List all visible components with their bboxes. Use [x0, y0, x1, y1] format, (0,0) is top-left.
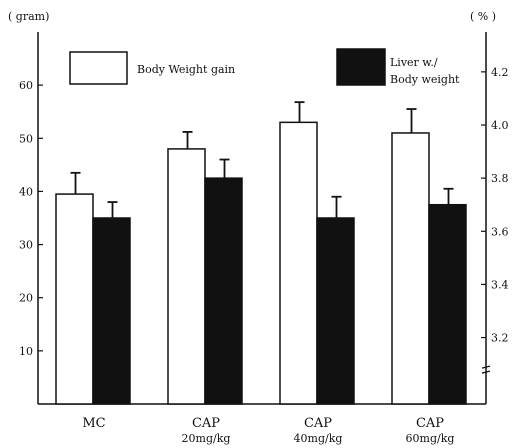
left-tick-label: 60: [19, 79, 33, 92]
left-tick-label: 10: [19, 345, 33, 358]
bar: [167, 148, 206, 405]
right-tick-label: 3.2: [491, 332, 509, 345]
category-sublabel: 40mg/kg: [294, 432, 343, 445]
bar: [55, 193, 94, 405]
category-sublabel: 60mg/kg: [406, 432, 455, 445]
left-tick-label: 40: [19, 185, 33, 198]
bar: [92, 217, 131, 405]
legend: Body Weight gain Liver w./ Body weight: [69, 48, 460, 86]
legend-swatch: [336, 48, 386, 86]
category-label: CAP: [192, 416, 220, 431]
bar: [204, 177, 243, 405]
right-tick-label: 3.8: [491, 172, 509, 185]
legend-label: Body weight: [390, 73, 460, 86]
bar: [428, 203, 467, 405]
category-label: CAP: [304, 416, 332, 431]
axis-break-mark: [481, 370, 491, 374]
right-tick-label: 4.2: [491, 66, 509, 79]
left-tick-label: 50: [19, 132, 33, 145]
bar: [279, 121, 318, 405]
legend-label: Body Weight gain: [137, 63, 235, 76]
legend-label: Liver w./: [390, 56, 438, 69]
category-sublabel: 20mg/kg: [182, 432, 231, 445]
legend-swatch: [69, 51, 128, 85]
bar: [391, 132, 430, 405]
right-tick-label: 4.0: [491, 119, 509, 132]
right-tick-label: 3.4: [491, 278, 509, 291]
left-tick-label: 30: [19, 239, 33, 252]
category-label: MC: [82, 416, 105, 431]
left-axis-unit: ( gram): [8, 10, 49, 23]
axis-break-mark: [481, 365, 491, 369]
bar: [316, 217, 355, 405]
left-tick-label: 20: [19, 292, 33, 305]
right-tick-label: 3.6: [491, 225, 509, 238]
right-axis-unit: ( % ): [470, 10, 496, 23]
category-label: CAP: [416, 416, 444, 431]
bars: [55, 101, 467, 405]
